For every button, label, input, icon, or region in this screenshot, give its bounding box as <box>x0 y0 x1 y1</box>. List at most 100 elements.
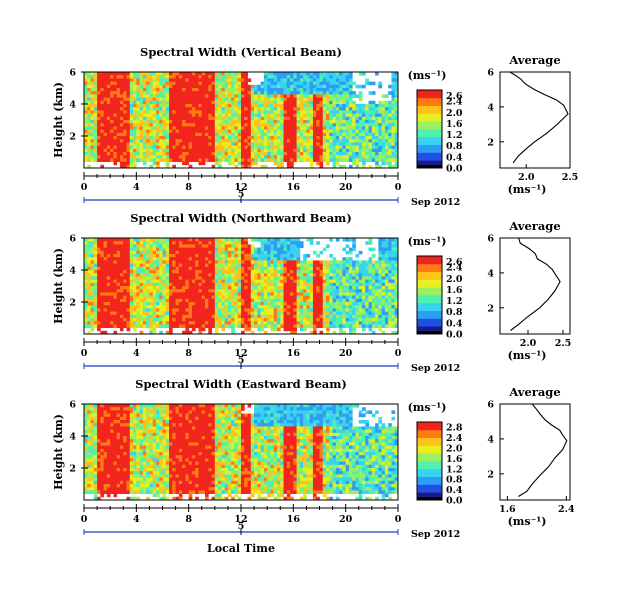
heatmap-cell <box>263 75 268 79</box>
heatmap-cell <box>342 145 347 150</box>
heatmap-cell <box>113 263 118 268</box>
heatmap-cell <box>146 321 150 325</box>
heatmap-cell <box>306 132 311 137</box>
heatmap-cell <box>119 78 124 82</box>
heatmap-cell <box>273 318 278 322</box>
heatmap-cell <box>241 88 245 92</box>
heatmap-cell <box>280 289 284 293</box>
heatmap-cell <box>250 145 255 150</box>
heatmap-cell <box>254 142 258 146</box>
heatmap-cell <box>123 321 127 325</box>
heatmap-cell <box>119 263 124 268</box>
heatmap-cell <box>306 314 311 319</box>
heatmap-cell <box>231 318 235 322</box>
heatmap-cell <box>208 324 212 328</box>
heatmap-cell <box>84 311 88 316</box>
heatmap-cell <box>159 302 163 306</box>
heatmap-cell <box>270 282 275 287</box>
heatmap-cell <box>142 155 147 159</box>
heatmap-cell <box>227 311 232 316</box>
heatmap-cell <box>139 120 144 124</box>
heatmap-cell <box>129 104 134 108</box>
heatmap-cell <box>208 263 212 268</box>
heatmap-cell <box>276 279 281 284</box>
heatmap-cell <box>113 286 118 290</box>
heatmap-cell <box>391 139 396 143</box>
heatmap-cell <box>388 126 392 130</box>
heatmap-cell <box>263 145 268 150</box>
heatmap-cell <box>280 257 284 261</box>
heatmap-cell <box>280 311 284 316</box>
heatmap-cell <box>93 241 98 245</box>
heatmap-cell <box>191 100 196 105</box>
heatmap-cell <box>191 155 196 159</box>
heatmap-cell <box>87 318 91 322</box>
heatmap-cell <box>345 72 350 76</box>
heatmap-cell <box>208 238 212 242</box>
heatmap-cell <box>276 247 281 252</box>
heatmap-cell <box>339 282 343 287</box>
heatmap-cell <box>345 84 350 89</box>
heatmap-cell <box>123 94 127 98</box>
heatmap-cell <box>345 292 350 296</box>
heatmap-cell <box>332 318 337 322</box>
heatmap-cell <box>221 244 226 248</box>
heatmap-cell <box>362 126 366 130</box>
heatmap-cell <box>97 126 101 130</box>
heatmap-cell <box>280 116 284 121</box>
heatmap-cell <box>260 148 265 153</box>
heatmap-cell <box>201 298 206 303</box>
heatmap-cell <box>119 148 124 153</box>
heatmap-cell <box>276 104 281 108</box>
heatmap-cell <box>391 78 396 82</box>
heatmap-cell <box>326 145 330 150</box>
heatmap-cell <box>345 110 350 114</box>
heatmap-cell <box>106 289 111 293</box>
heatmap-cell <box>84 113 88 118</box>
heatmap-cell <box>146 308 150 312</box>
heatmap-cell <box>211 75 216 79</box>
heatmap-cell <box>312 78 317 82</box>
heatmap-cell <box>119 152 124 156</box>
heatmap-cell <box>123 75 127 79</box>
heatmap-cell <box>195 305 199 309</box>
heatmap-cell <box>90 100 95 105</box>
heatmap-cell <box>103 132 108 137</box>
heatmap-cell <box>303 120 307 124</box>
heatmap-cell <box>123 120 127 124</box>
heatmap-cell <box>263 241 268 245</box>
heatmap-cell <box>178 318 183 322</box>
heatmap-cell <box>139 136 144 140</box>
heatmap-cell <box>195 254 199 258</box>
heatmap-cell <box>231 107 235 111</box>
heatmap-cell <box>185 244 190 248</box>
heatmap-cell <box>110 292 114 296</box>
heatmap-cell <box>381 104 386 108</box>
heatmap-cell <box>345 311 350 316</box>
heatmap-cell <box>113 266 118 271</box>
heatmap-cell <box>152 276 157 280</box>
heatmap-cell <box>329 75 333 79</box>
heatmap-cell <box>139 279 144 284</box>
heatmap-cell <box>218 244 222 248</box>
heatmap-cell <box>244 142 248 146</box>
heatmap-cell <box>309 120 314 124</box>
heatmap-cell <box>378 81 383 86</box>
heatmap-cell <box>355 148 360 153</box>
heatmap-cell <box>165 241 170 245</box>
heatmap-cell <box>286 318 291 322</box>
heatmap-cell <box>303 104 307 108</box>
heatmap-cell <box>221 241 226 245</box>
heatmap-cell <box>214 91 219 95</box>
heatmap-cell <box>384 142 389 146</box>
heatmap-cell <box>309 75 314 79</box>
heatmap-cell <box>139 311 144 316</box>
heatmap-cell <box>142 286 147 290</box>
heatmap-cell <box>322 298 327 303</box>
heatmap-cell <box>191 158 196 162</box>
heatmap-cell <box>162 139 167 143</box>
heatmap-cell <box>198 263 203 268</box>
heatmap-cell <box>394 158 399 162</box>
heatmap-cell <box>208 266 212 271</box>
heatmap-cell <box>316 72 320 76</box>
